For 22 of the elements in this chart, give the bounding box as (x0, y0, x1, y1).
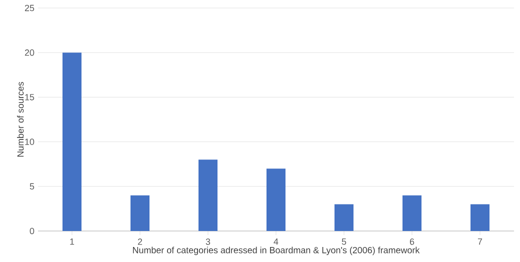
x-tick-label: 5 (342, 238, 346, 245)
x-tick-label: 4 (274, 238, 278, 245)
bar (62, 52, 82, 231)
bar (334, 204, 354, 231)
y-tick-label: 25 (24, 4, 34, 12)
x-tick-label: 3 (206, 238, 210, 245)
x-axis-title: Number of categories adressed in Boardman & Lyon's (2006) framework (133, 246, 420, 256)
y-tick-label: 0 (30, 228, 34, 234)
bar (198, 160, 218, 231)
x-tick-label: 2 (138, 238, 142, 245)
bar (130, 195, 150, 231)
x-tick-label: 7 (478, 238, 482, 245)
y-tick-label: 15 (25, 94, 34, 100)
y-tick-label: 20 (24, 49, 34, 56)
x-tick-label: 6 (410, 238, 414, 245)
y-tick-label: 5 (30, 183, 34, 190)
x-tick-label: 1 (70, 238, 74, 245)
bar (266, 168, 286, 231)
y-axis-title: Number of sources (17, 82, 24, 157)
bar (470, 204, 490, 231)
y-tick-label: 10 (25, 138, 34, 145)
bar (402, 195, 422, 231)
